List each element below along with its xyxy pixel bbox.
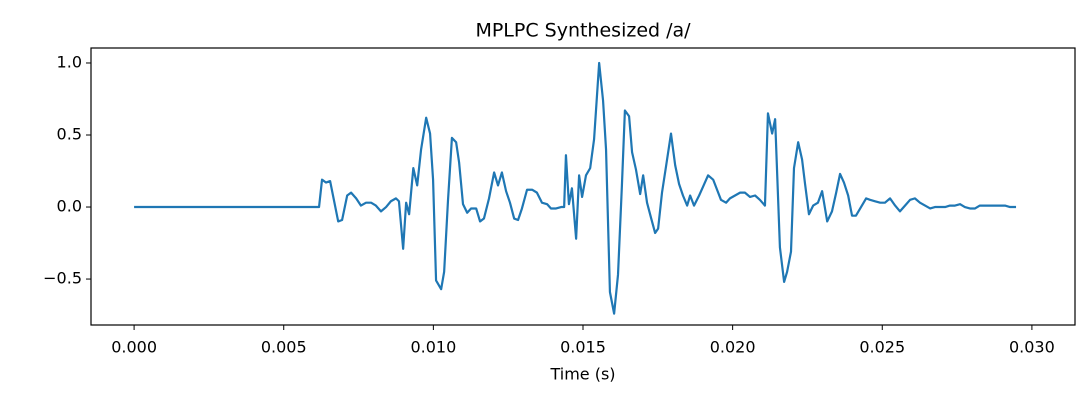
y-tick-label: 1.0 — [57, 52, 82, 71]
x-axis-label: Time (s) — [549, 365, 615, 384]
x-tick-label: 0.020 — [710, 338, 756, 357]
x-tick-label: 0.000 — [111, 338, 157, 357]
chart-title: MPLPC Synthesized /a/ — [475, 20, 691, 42]
x-tick-label: 0.010 — [410, 338, 456, 357]
line-series — [134, 61, 1017, 315]
y-tick-label: 0.0 — [57, 197, 82, 216]
x-tick-label: 0.005 — [261, 338, 307, 357]
x-tick-label: 0.015 — [560, 338, 606, 357]
y-tick-label: 0.5 — [57, 125, 82, 144]
x-tick-label: 0.025 — [859, 338, 905, 357]
y-tick-label: −0.5 — [43, 269, 82, 288]
x-tick-label: 0.030 — [1009, 338, 1055, 357]
